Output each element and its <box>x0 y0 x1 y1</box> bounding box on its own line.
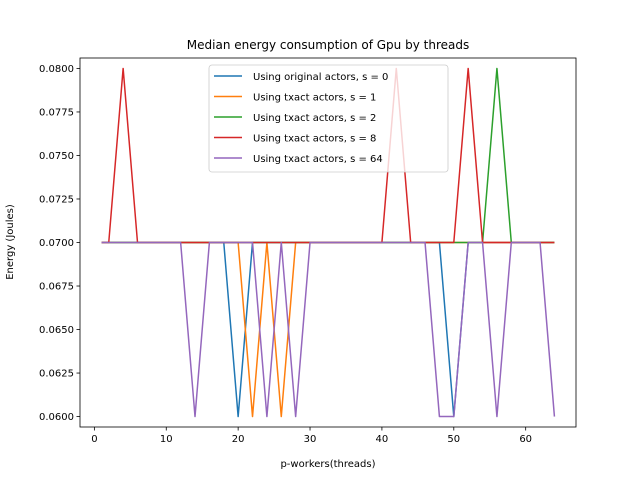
x-tick-label: 50 <box>447 434 460 445</box>
legend-label-2: Using txact actors, s = 2 <box>253 113 376 124</box>
y-tick-label: 0.0650 <box>39 325 74 336</box>
x-tick-label: 0 <box>91 434 97 445</box>
y-tick-label: 0.0700 <box>39 238 74 249</box>
x-tick-label: 60 <box>519 434 532 445</box>
y-tick-label: 0.0800 <box>39 64 74 75</box>
x-tick-label: 40 <box>376 434 389 445</box>
x-tick-label: 30 <box>304 434 317 445</box>
x-axis-title: p-workers(threads) <box>280 459 375 470</box>
y-tick-label: 0.0600 <box>39 412 74 423</box>
y-tick-label: 0.0750 <box>39 151 74 162</box>
series-line-4 <box>101 241 556 418</box>
x-tick-label: 20 <box>232 434 245 445</box>
legend-label-1: Using txact actors, s = 1 <box>253 93 376 104</box>
legend-box <box>208 64 449 173</box>
y-axis-title: Energy (Joules) <box>5 204 16 280</box>
x-axis: 0 10 20 30 40 50 60 <box>91 427 532 445</box>
y-tick-label: 0.0725 <box>39 194 74 205</box>
y-tick-label: 0.0625 <box>39 369 74 380</box>
legend: Using original actors, s = 0 Using txact … <box>208 64 449 173</box>
chart-title: Median energy consumption of Gpu by thre… <box>187 38 469 52</box>
y-tick-label: 0.0775 <box>39 107 74 118</box>
x-tick-label: 10 <box>160 434 173 445</box>
y-tick-label: 0.0675 <box>39 282 74 293</box>
series-line-1 <box>101 241 555 418</box>
legend-label-4: Using txact actors, s = 64 <box>253 154 383 165</box>
legend-label-3: Using txact actors, s = 8 <box>253 134 376 145</box>
y-axis: 0.0600 0.0625 0.0650 0.0675 0.0700 0.0725 0.07… <box>39 64 80 423</box>
legend-label-0: Using original actors, s = 0 <box>253 72 388 83</box>
plot-area <box>101 67 556 418</box>
series-line-0 <box>101 241 555 418</box>
